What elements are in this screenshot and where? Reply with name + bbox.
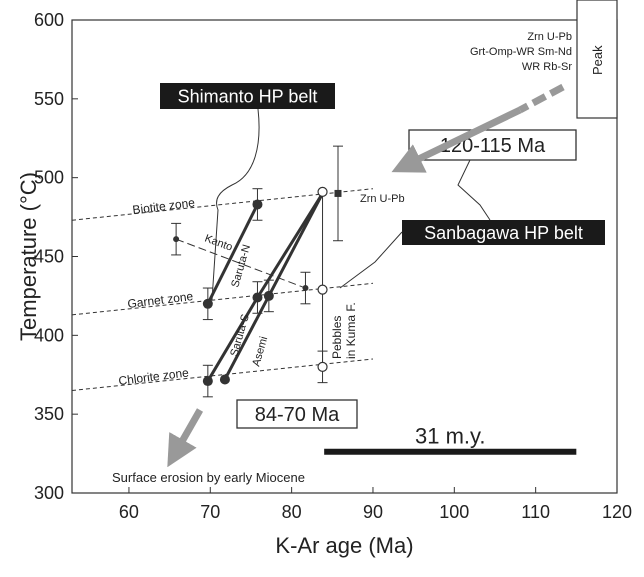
y-axis-label: Temperature (°C) [16,172,41,341]
series-line [267,192,324,297]
age-label-box [408,129,577,161]
peak-method: Grt-Omp-WR Sm-Nd [470,46,572,58]
age-label-box [236,399,358,429]
series-label: Asemi [250,335,270,368]
age120-leader [457,159,491,221]
series-line [206,296,259,382]
data-point [202,298,213,309]
belt-label-box [402,220,605,245]
x-tick-label: 80 [282,502,302,522]
zone-label: Chlorite zone [118,365,190,388]
sanbagawa-leader [339,231,403,289]
y-tick-label: 350 [34,404,64,424]
data-point [173,236,180,243]
peak-arrow-dashed [518,83,565,114]
y-tick-label: 450 [34,247,64,267]
data-point [219,374,230,385]
belt-label: Shimanto HP belt [178,86,318,106]
series-label: Kanto [203,233,234,254]
x-axis-label: K-Ar age (Ma) [275,533,413,558]
data-point [263,290,274,301]
y-tick-label: 400 [34,325,64,345]
open-data-point [317,284,328,295]
y-tick-label: 300 [34,483,64,503]
peak-arrow [391,106,522,173]
peak-box [576,0,618,119]
belt-label-box [160,83,335,109]
peak-label: Peak [590,45,605,75]
x-tick-label: 60 [119,502,139,522]
x-tick-label: 110 [521,502,550,522]
peak-method: WR Rb-Sr [522,61,572,73]
peak-method: Zrn U-Pb [527,31,572,43]
annotation-layer: Biotite zone Garnet zone Chlorite zone Kant… [112,0,618,485]
y-tick-label: 550 [34,89,64,109]
series-label: Zrn U-Pb [360,193,405,205]
series-line [206,203,259,305]
series-label: in Kuma F. [344,302,358,359]
plot-layer [71,145,374,398]
belt-label: Sanbagawa HP belt [424,223,583,243]
zircon-point [334,189,342,197]
series-line-kanto [175,238,306,289]
data-point [302,285,309,292]
duration-label: 31 m.y. [415,424,486,449]
x-tick-label: 70 [200,502,220,522]
erosion-label: Surface erosion by early Miocene [112,470,305,485]
zone-label: Biotite zone [132,195,196,217]
age-label: 120-115 Ma [440,135,546,157]
age-label: 84-70 Ma [255,404,340,426]
axis-layer: 60 70 80 90 100 110 120 300 350 400 450 500 550 600 K-… [16,10,632,558]
series-label: Pebbles [330,316,344,359]
series-line [223,295,271,381]
x-tick-label: 90 [363,502,383,522]
erosion-arrow [167,408,204,468]
data-point [252,292,263,303]
zone-label: Garnet zone [127,289,195,311]
data-point [202,376,213,387]
data-point [252,199,263,210]
y-tick-label: 500 [34,168,64,188]
zone-line [71,282,374,316]
y-tick-label: 600 [34,10,64,30]
x-tick-label: 100 [439,502,469,522]
shimanto-leader [211,108,260,301]
zone-line [71,188,374,221]
open-data-point [317,361,328,372]
x-tick-label: 120 [602,502,632,522]
series-label: Saruta-N [229,243,253,289]
open-data-point [317,186,328,197]
